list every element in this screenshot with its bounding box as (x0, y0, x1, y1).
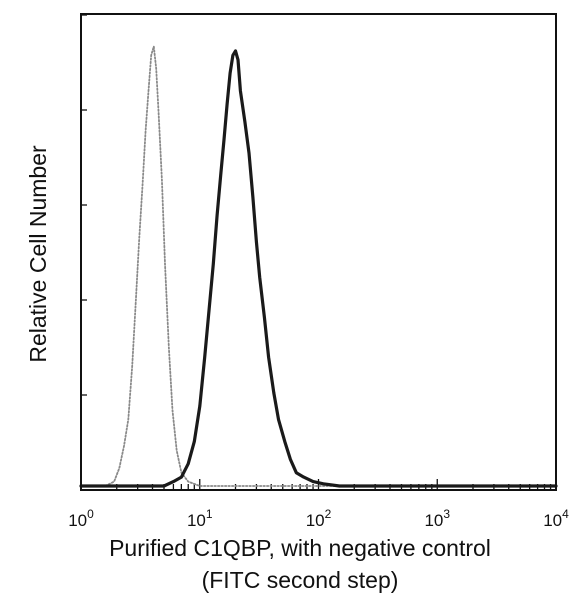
x-axis-label: Purified C1QBP, with negative control (109, 535, 491, 561)
y-axis-label: Relative Cell Number (25, 145, 51, 363)
x-tick-base: 10 (187, 511, 206, 530)
x-tick-base: 10 (543, 511, 562, 530)
x-axis-label-line2: (FITC second step) (202, 567, 399, 593)
x-tick-exponent: 1 (206, 507, 213, 521)
x-tick-exponent: 3 (443, 507, 450, 521)
x-tick-base: 10 (68, 511, 87, 530)
x-tick-exponent: 4 (562, 507, 569, 521)
axis-ticks (80, 14, 557, 491)
series-layer (79, 45, 558, 488)
x-tick-base: 10 (306, 511, 325, 530)
x-tick-exponent: 0 (87, 507, 94, 521)
x-tick-label: 100 (68, 507, 94, 530)
x-tick-label: 102 (306, 507, 332, 530)
x-tick-labels: 100 101 102 103 104 (68, 507, 569, 530)
x-tick-label: 103 (424, 507, 450, 530)
x-tick-label: 104 (543, 507, 569, 530)
series-line-c1qbp (79, 49, 558, 488)
series-line-negative-control (80, 45, 557, 487)
x-tick-label: 101 (187, 507, 213, 530)
x-tick-exponent: 2 (325, 507, 332, 521)
x-tick-base: 10 (424, 511, 443, 530)
plot-frame (80, 13, 557, 491)
